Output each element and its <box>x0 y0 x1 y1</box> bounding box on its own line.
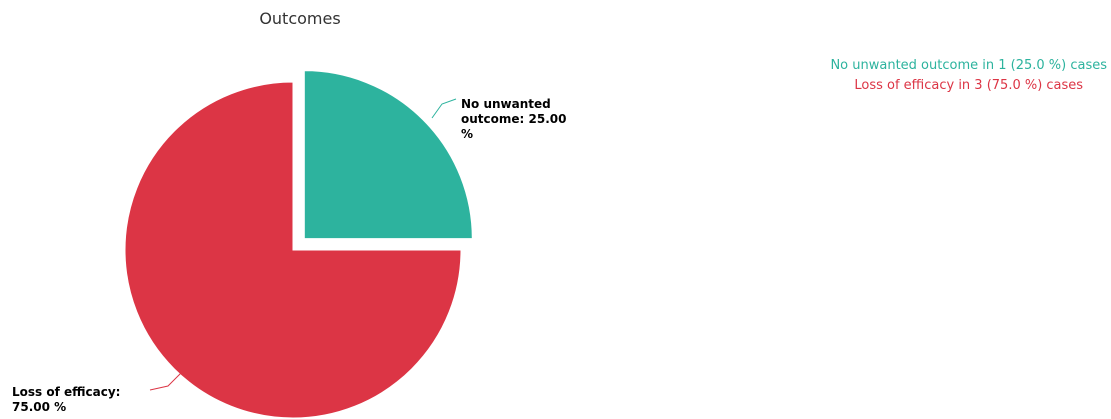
label-connector <box>431 98 457 119</box>
pie-slice-no-unwanted-outcome[interactable] <box>303 70 473 240</box>
chart-title: Outcomes <box>259 9 340 28</box>
data-label: Loss of efficacy: 75.00 % <box>12 385 120 414</box>
data-labels: No unwanted outcome: 25.00 % Loss of effica… <box>12 97 566 414</box>
data-label: No unwanted outcome: 25.00% <box>461 97 566 141</box>
label-connectors <box>149 98 457 391</box>
label-connector <box>149 371 183 391</box>
pie-slice-loss-of-efficacy[interactable] <box>124 81 462 419</box>
pie-slices <box>124 70 473 419</box>
summary-no-unwanted: No unwanted outcome in 1 (25.0 %) cases <box>830 58 1107 73</box>
outcome-summary: No unwanted outcome in 1 (25.0 %) cases … <box>830 56 1107 96</box>
summary-loss-of-efficacy: Loss of efficacy in 3 (75.0 %) cases <box>854 78 1084 93</box>
